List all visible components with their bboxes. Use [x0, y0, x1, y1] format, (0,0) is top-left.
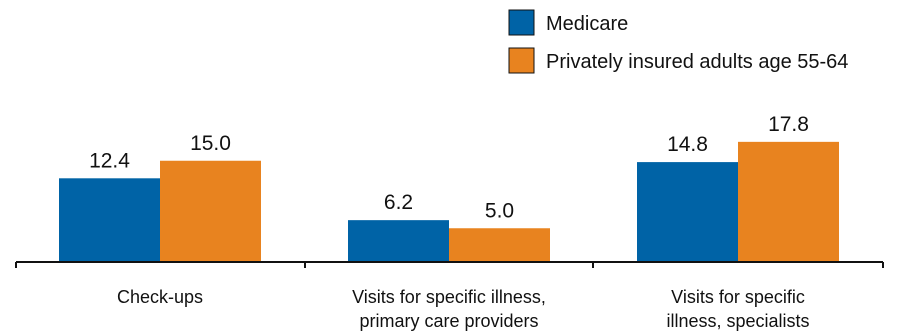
category-label-1-0: Visits for specific illness, [352, 287, 546, 307]
category-labels: Check-ups Visits for specific illness, pri… [117, 287, 810, 331]
value-label-1-0: 15.0 [190, 132, 231, 155]
value-label-0-0: 12.4 [89, 149, 130, 172]
x-axis [15, 261, 884, 268]
legend: Medicare Privately insured adults age 55-… [508, 9, 848, 74]
category-label-1-1: primary care providers [359, 311, 538, 331]
legend-swatch-1 [508, 47, 535, 74]
bar-0-1 [348, 220, 449, 262]
bar-1-0 [160, 160, 261, 262]
value-label-0-2: 14.8 [667, 133, 708, 156]
value-labels: 12.4 15.0 6.2 5.0 14.8 17.8 [89, 113, 809, 222]
value-label-1-1: 5.0 [485, 199, 514, 222]
value-label-1-2: 17.8 [768, 113, 809, 136]
legend-swatch-0 [508, 9, 535, 36]
category-label-2-0: Visits for specific [671, 287, 805, 307]
bars [59, 141, 839, 262]
bar-1-1 [449, 228, 550, 262]
value-label-0-1: 6.2 [384, 191, 413, 214]
legend-label-0: Medicare [546, 13, 628, 35]
category-label-2-1: illness, specialists [666, 311, 809, 331]
bar-0-0 [59, 178, 160, 262]
category-label-0-0: Check-ups [117, 287, 203, 307]
legend-label-1: Privately insured adults age 55-64 [546, 51, 848, 73]
bar-1-2 [738, 141, 839, 262]
bar-0-2 [637, 162, 738, 262]
